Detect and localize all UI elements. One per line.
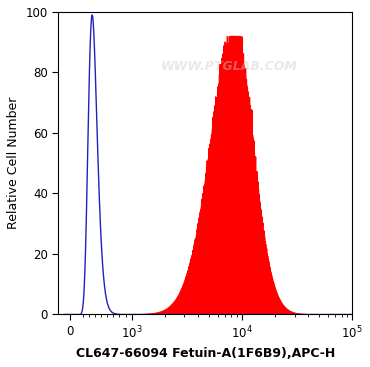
Y-axis label: Relative Cell Number: Relative Cell Number — [7, 97, 20, 229]
Text: WWW.PTGLAB.COM: WWW.PTGLAB.COM — [160, 60, 297, 73]
X-axis label: CL647-66094 Fetuin-A(1F6B9),APC-H: CL647-66094 Fetuin-A(1F6B9),APC-H — [75, 347, 335, 360]
